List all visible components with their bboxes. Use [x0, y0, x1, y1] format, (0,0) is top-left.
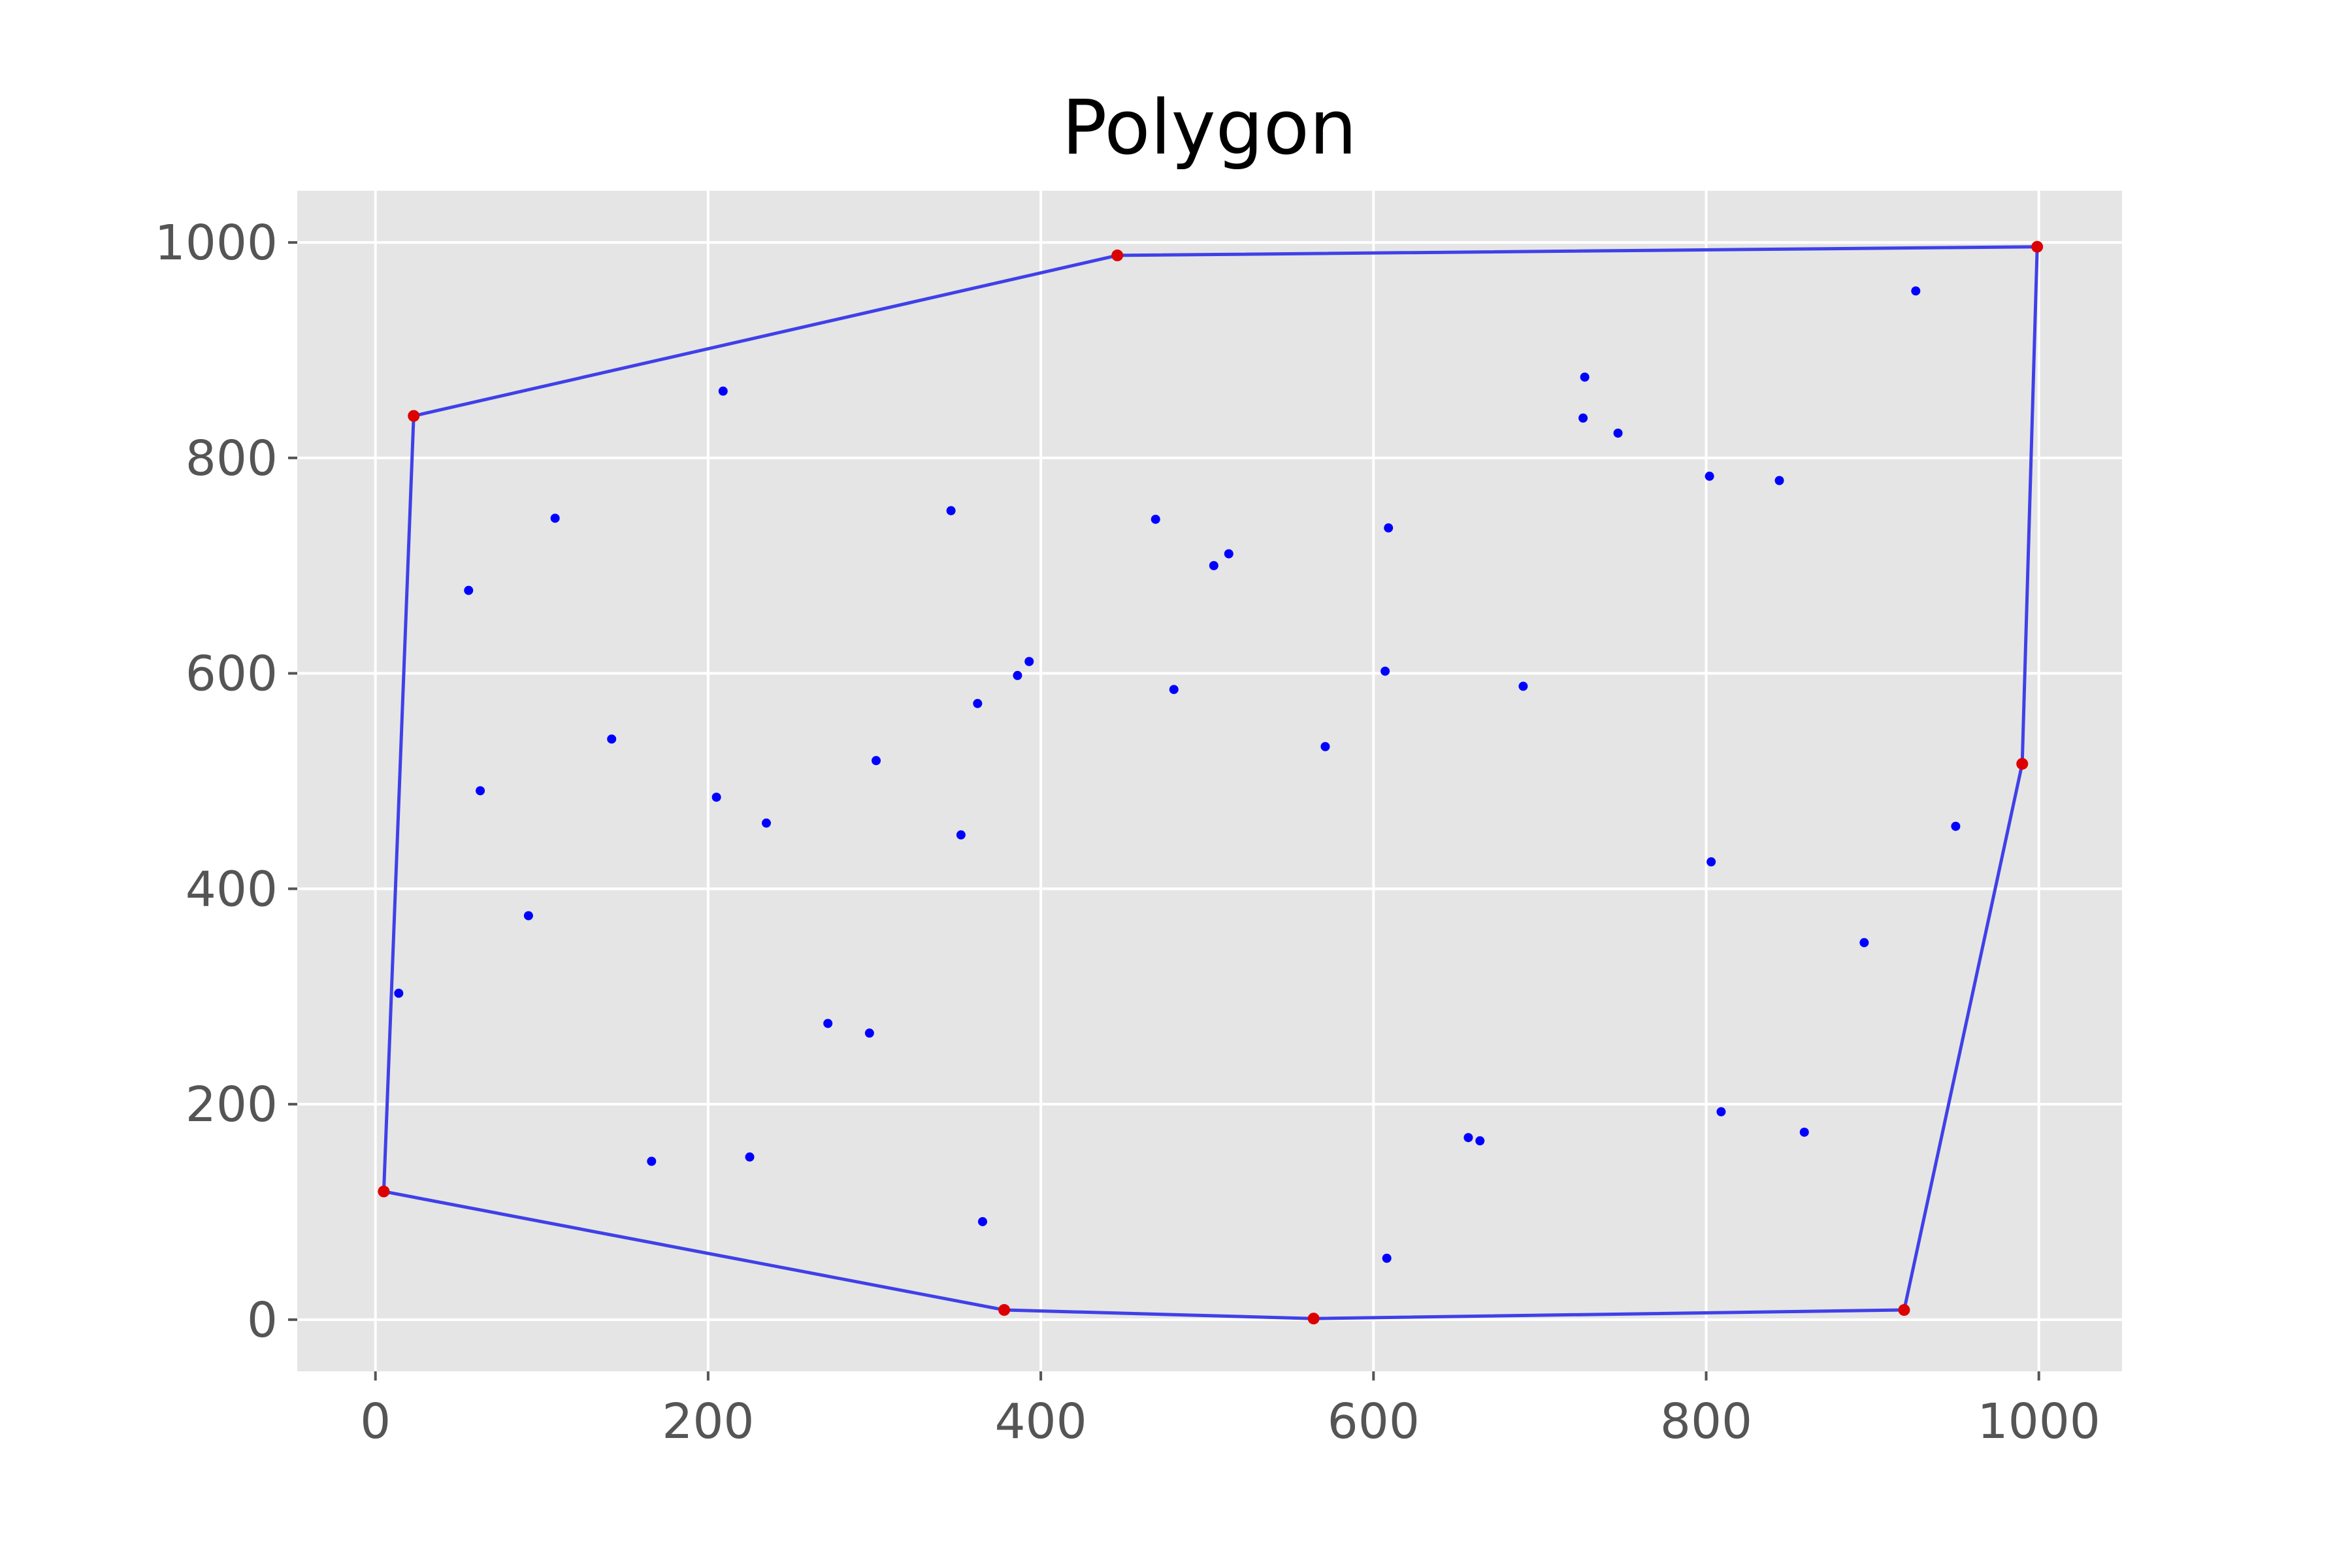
data-point	[745, 1152, 755, 1162]
data-point	[1951, 821, 1961, 831]
data-point	[1518, 681, 1528, 691]
grid	[297, 191, 2122, 1371]
x-tick-label: 0	[360, 1394, 391, 1450]
plot-background	[297, 191, 2122, 1371]
data-point	[394, 988, 404, 998]
y-tick-label: 600	[186, 646, 278, 702]
y-tick-label: 400	[186, 861, 278, 917]
data-point	[1707, 857, 1716, 867]
data-point	[1716, 1107, 1726, 1117]
y-tick-label: 1000	[155, 215, 278, 271]
data-point	[523, 911, 533, 921]
data-point	[718, 386, 728, 396]
axis-ticks: 0 200 400 600 800 1000 0 200 400 600 800 1000	[155, 215, 2100, 1450]
data-point	[1151, 514, 1160, 524]
data-point	[1774, 476, 1784, 485]
y-tick-label: 200	[186, 1077, 278, 1133]
data-point	[864, 1028, 874, 1038]
data-point	[476, 786, 485, 796]
data-point	[973, 698, 983, 708]
data-point	[1224, 549, 1233, 559]
data-point	[1382, 1253, 1392, 1263]
data-point	[872, 756, 881, 766]
data-point	[1169, 685, 1179, 694]
data-point	[647, 1156, 657, 1166]
hull-vertices	[378, 240, 2044, 1325]
hull-vertex	[2016, 758, 2029, 770]
data-point	[550, 514, 560, 523]
data-point	[711, 792, 721, 802]
hull-vertex	[998, 1304, 1011, 1316]
data-point	[1705, 471, 1714, 481]
data-point	[1320, 742, 1330, 751]
x-tick-label: 600	[1328, 1394, 1420, 1450]
data-point	[1463, 1133, 1473, 1143]
data-point	[1380, 666, 1390, 676]
data-point	[1013, 670, 1022, 680]
data-point	[607, 734, 617, 744]
data-point	[464, 585, 474, 595]
data-point	[946, 506, 956, 515]
x-tick-label: 800	[1660, 1394, 1752, 1450]
hull-vertex	[1307, 1313, 1320, 1325]
hull-vertex	[408, 410, 420, 422]
hull-vertex	[1111, 249, 1124, 261]
data-point	[1911, 286, 1921, 296]
data-point	[1859, 938, 1869, 947]
data-point	[1578, 413, 1588, 423]
data-point	[1024, 657, 1034, 666]
hull-vertex	[2031, 240, 2044, 253]
data-point	[1384, 523, 1394, 533]
data-point	[956, 830, 966, 840]
data-point	[761, 818, 771, 828]
data-point	[1475, 1136, 1485, 1146]
data-point	[1799, 1127, 1809, 1137]
data-point	[823, 1019, 833, 1028]
y-tick-label: 800	[186, 431, 278, 487]
hull-vertex	[378, 1185, 390, 1198]
scatter-points	[394, 286, 1961, 1263]
data-point	[1209, 561, 1218, 570]
data-point	[977, 1217, 987, 1226]
chart-title: Polygon	[1062, 84, 1357, 172]
x-tick-label: 200	[662, 1394, 754, 1450]
hull-vertex	[1898, 1304, 1910, 1316]
x-tick-label: 1000	[1978, 1394, 2100, 1450]
data-point	[1613, 428, 1623, 438]
data-point	[1580, 372, 1590, 382]
x-tick-label: 400	[994, 1394, 1086, 1450]
y-tick-label: 0	[247, 1292, 278, 1348]
